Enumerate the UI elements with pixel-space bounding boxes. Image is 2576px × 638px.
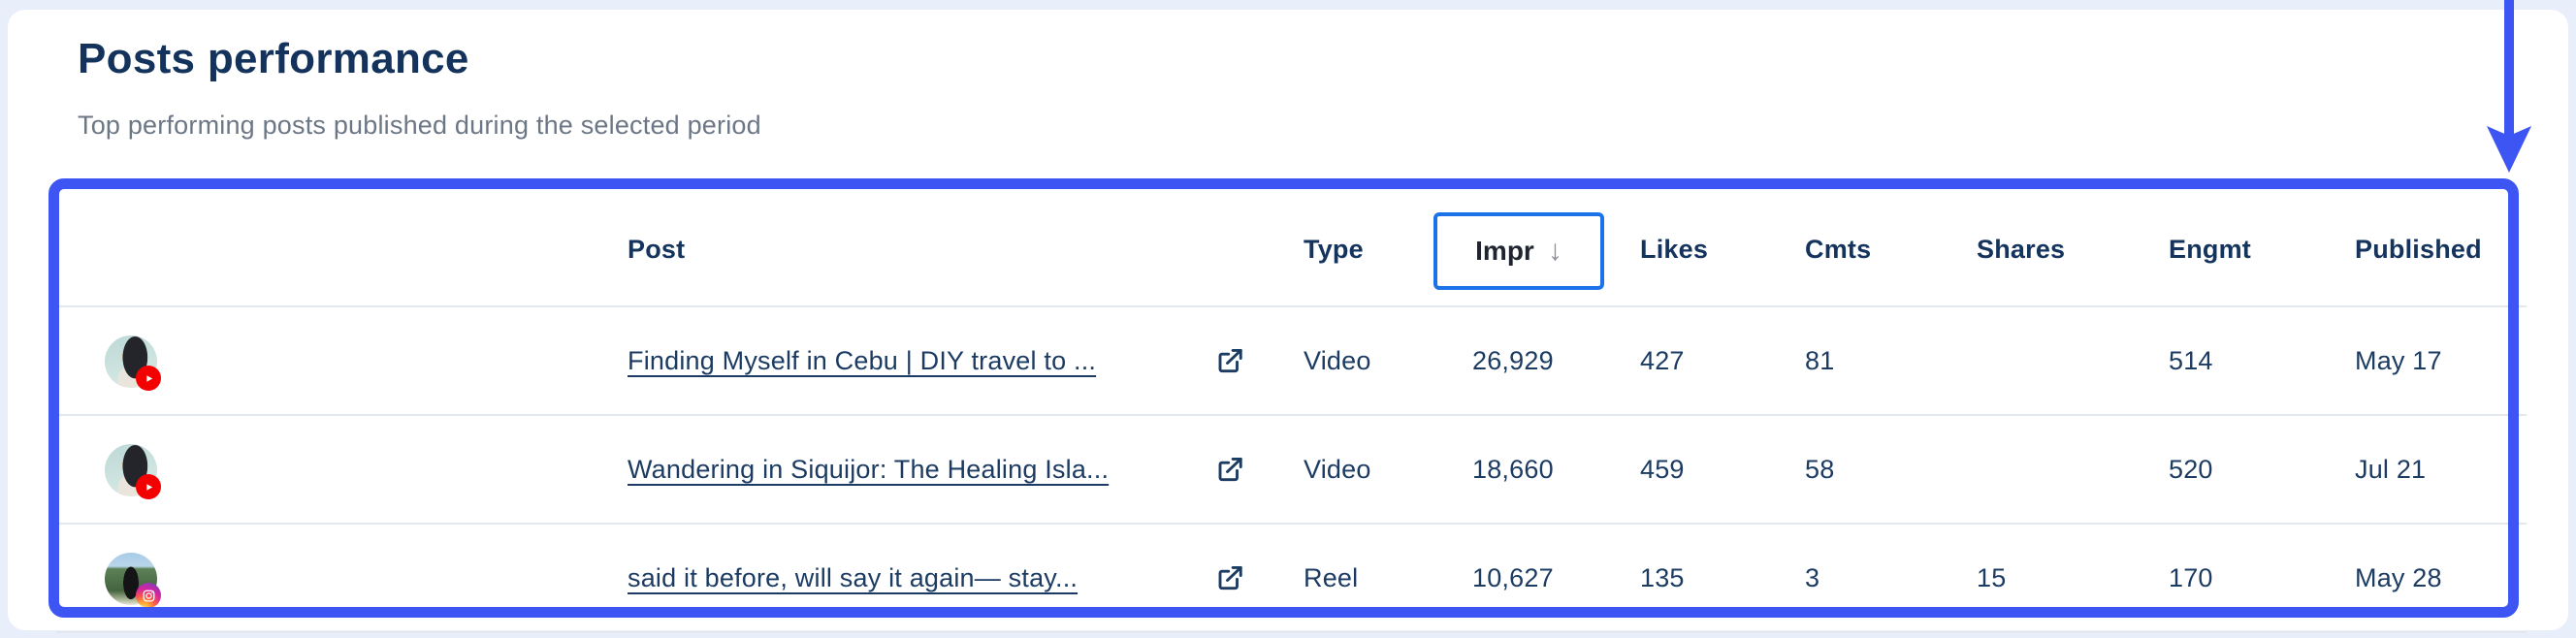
post-avatar	[105, 553, 161, 608]
sort-descending-arrow-icon: ↓	[1547, 235, 1562, 267]
impressions-value: 26,929	[1472, 345, 1554, 375]
column-header-engmt[interactable]: Engmt	[2169, 235, 2251, 264]
page-subtitle: Top performing posts published during th…	[78, 111, 761, 140]
column-header-impr-sort-button[interactable]: Impr ↓	[1433, 212, 1604, 290]
column-header-published[interactable]: Published	[2355, 235, 2482, 264]
impressions-value: 10,627	[1472, 562, 1554, 592]
page-title: Posts performance	[78, 35, 469, 82]
instagram-icon	[136, 583, 161, 608]
column-header-type[interactable]: Type	[1304, 235, 1364, 264]
content-card: Posts performance Top performing posts p…	[8, 10, 2568, 633]
post-type: Video	[1304, 454, 1371, 484]
column-header-likes[interactable]: Likes	[1640, 235, 1709, 264]
post-avatar	[105, 335, 161, 391]
post-type: Video	[1304, 345, 1371, 375]
published-date: May 17	[2355, 345, 2442, 375]
posts-performance-table: Post Type Impr ↓ Likes Cmts Shares Engmt…	[56, 194, 2527, 633]
external-link-icon[interactable]	[1215, 416, 1244, 523]
post-type: Reel	[1304, 562, 1359, 592]
likes-value: 459	[1640, 454, 1685, 484]
column-header-shares[interactable]: Shares	[1977, 235, 2066, 264]
shares-value: 15	[1977, 562, 2007, 592]
comments-value: 58	[1805, 454, 1835, 484]
engagement-value: 514	[2169, 345, 2213, 375]
likes-value: 427	[1640, 345, 1685, 375]
column-header-post[interactable]: Post	[628, 235, 686, 264]
column-header-cmts[interactable]: Cmts	[1805, 235, 1872, 264]
table-row: said it before, will say it again— stay.…	[56, 525, 2527, 633]
table-header-row: Post Type Impr ↓ Likes Cmts Shares Engmt…	[56, 194, 2527, 307]
post-title-link[interactable]: Finding Myself in Cebu | DIY travel to .…	[628, 345, 1097, 375]
post-title-link[interactable]: said it before, will say it again— stay.…	[628, 562, 1079, 592]
table-row: Wandering in Siquijor: The Healing Isla.…	[56, 416, 2527, 525]
comments-value: 3	[1805, 562, 1820, 592]
likes-value: 135	[1640, 562, 1685, 592]
table-row: Finding Myself in Cebu | DIY travel to .…	[56, 307, 2527, 416]
published-date: May 28	[2355, 562, 2442, 592]
external-link-icon[interactable]	[1215, 307, 1244, 414]
youtube-icon	[136, 366, 161, 391]
impressions-value: 18,660	[1472, 454, 1554, 484]
engagement-value: 170	[2169, 562, 2213, 592]
column-header-impr: Impr	[1475, 236, 1534, 266]
engagement-value: 520	[2169, 454, 2213, 484]
published-date: Jul 21	[2355, 454, 2427, 484]
external-link-icon[interactable]	[1215, 525, 1244, 631]
post-avatar	[105, 444, 161, 499]
post-title-link[interactable]: Wandering in Siquijor: The Healing Isla.…	[628, 454, 1110, 484]
comments-value: 81	[1805, 345, 1835, 375]
youtube-icon	[136, 474, 161, 499]
